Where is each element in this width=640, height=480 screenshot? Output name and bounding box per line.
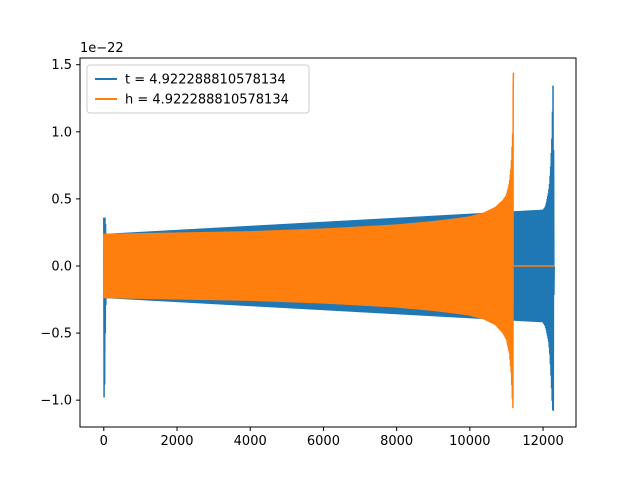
- series-1: [103, 72, 555, 409]
- x-tick-label: 0: [100, 434, 108, 449]
- y-axis: −1.0 −0.5 0.0 0.5 1.0 1.5: [40, 58, 80, 409]
- legend-label-0: t = 4.922288810578134: [125, 73, 286, 88]
- x-tick-label: 10000: [449, 434, 490, 449]
- axes-frame: [79, 57, 577, 428]
- x-tick-label: 12000: [522, 434, 563, 449]
- y-tick-label: −1.0: [40, 394, 72, 409]
- y-tick-label: 0.0: [51, 259, 72, 274]
- x-axis: 0 2000 4000 6000 8000 10000 12000: [100, 427, 564, 449]
- x-tick-label: 4000: [234, 434, 267, 449]
- y-tick-label: 1.5: [51, 58, 72, 73]
- x-tick-label: 8000: [380, 434, 413, 449]
- y-tick-label: −0.5: [40, 327, 72, 342]
- y-tick-label: 0.5: [51, 192, 72, 207]
- x-tick-label: 6000: [307, 434, 340, 449]
- series-line-1: [103, 72, 515, 409]
- legend-label-1: h = 4.922288810578134: [125, 93, 289, 108]
- x-tick-label: 2000: [160, 434, 193, 449]
- plot-area: [103, 72, 555, 411]
- y-offset-label: 1e−22: [80, 41, 124, 56]
- y-tick-label: 1.0: [51, 125, 72, 140]
- legend-box: [86, 64, 310, 114]
- legend: t = 4.922288810578134 h = 4.9222888105781…: [86, 64, 310, 114]
